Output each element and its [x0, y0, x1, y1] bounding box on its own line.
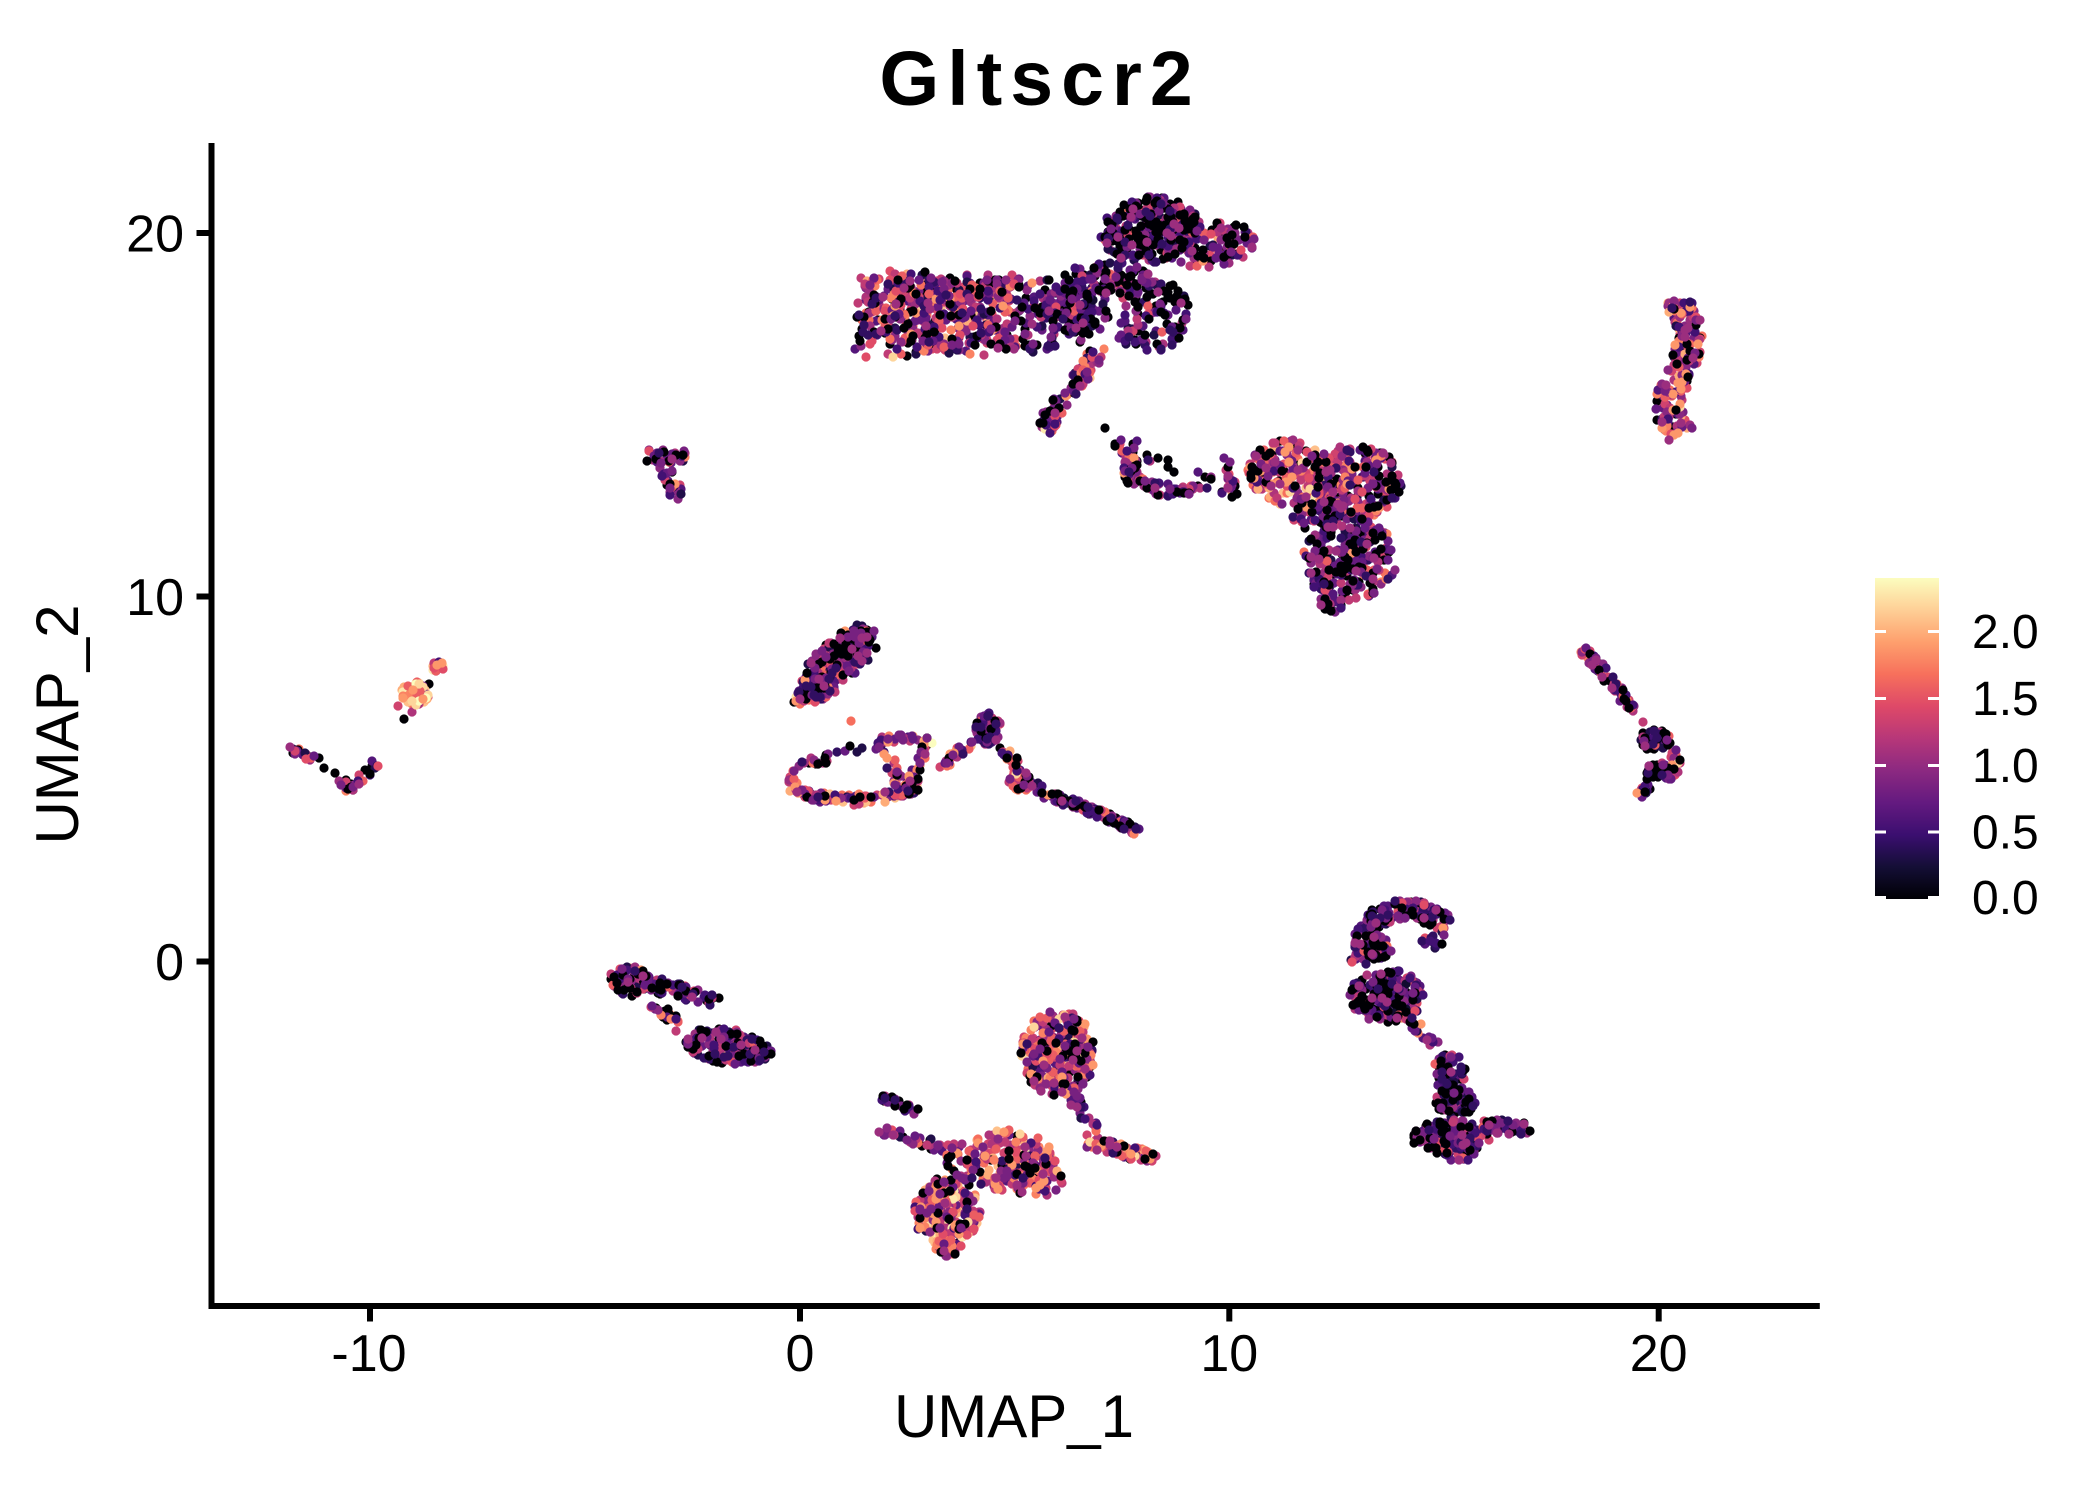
svg-text:20: 20: [126, 206, 184, 264]
svg-text:0.5: 0.5: [1972, 807, 2039, 860]
svg-text:UMAP_1: UMAP_1: [894, 1383, 1134, 1450]
svg-text:1.5: 1.5: [1972, 673, 2039, 726]
svg-text:2.0: 2.0: [1972, 606, 2039, 659]
svg-text:1.0: 1.0: [1972, 740, 2039, 793]
svg-text:0: 0: [155, 934, 184, 992]
svg-text:-10: -10: [331, 1325, 406, 1383]
svg-text:Gltscr2: Gltscr2: [879, 36, 1200, 122]
svg-text:10: 10: [1200, 1325, 1258, 1383]
svg-text:UMAP_2: UMAP_2: [24, 604, 91, 844]
svg-text:0.0: 0.0: [1972, 872, 2039, 925]
svg-text:20: 20: [1630, 1325, 1688, 1383]
svg-text:10: 10: [126, 569, 184, 627]
svg-text:0: 0: [786, 1325, 815, 1383]
